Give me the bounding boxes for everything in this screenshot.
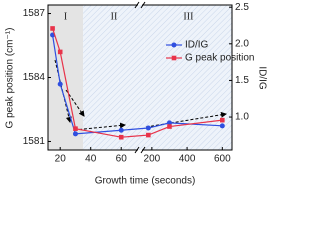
point [73, 126, 78, 131]
point [72, 131, 78, 137]
legend-label: G peak position [185, 53, 255, 64]
legend-marker [171, 42, 177, 48]
page: Growth time (seconds) G peak position (c… [4, 1, 268, 187]
point [220, 117, 225, 123]
legend-label: ID/IG [185, 40, 209, 51]
x-tick-label: 20 [55, 154, 67, 165]
x-tick-label: 60 [116, 154, 128, 165]
region-label: I [64, 11, 67, 22]
x-tick-label: 200 [144, 154, 161, 165]
y-tick-label: 1581 [23, 136, 46, 147]
y-axis-title: G peak position (cm⁻¹) [5, 28, 16, 129]
y2-tick-label: 2.5 [235, 2, 249, 13]
axis-break [134, 1, 146, 154]
region [144, 5, 232, 150]
y-tick-label: 1584 [23, 72, 46, 83]
y2-tick-label: 1.0 [235, 112, 249, 123]
y2-axis-title: ID/IG [256, 66, 267, 90]
y-tick-label: 1587 [23, 8, 46, 19]
region-label: III [183, 11, 193, 22]
point [118, 127, 124, 133]
point [219, 123, 225, 129]
trend-arrow [73, 122, 126, 131]
y2-tick-label: 1.5 [235, 75, 249, 86]
x-axis-title: Growth time (seconds) [95, 176, 196, 187]
region [83, 5, 145, 150]
point [167, 124, 172, 129]
chart: Growth time (seconds) G peak position (c… [5, 1, 267, 187]
point [57, 49, 63, 55]
point [166, 120, 172, 126]
legend-marker [171, 55, 177, 61]
y2-tick-label: 2.0 [235, 38, 249, 49]
x-tick-label: 40 [85, 154, 97, 165]
x-tick-label: 600 [214, 154, 231, 165]
x-tick-label: 400 [179, 154, 196, 165]
point [145, 125, 151, 131]
point [146, 132, 151, 138]
point [50, 26, 55, 31]
point [57, 81, 63, 87]
region-label: II [111, 11, 118, 22]
trend-arrow [145, 111, 227, 128]
point [118, 134, 124, 140]
